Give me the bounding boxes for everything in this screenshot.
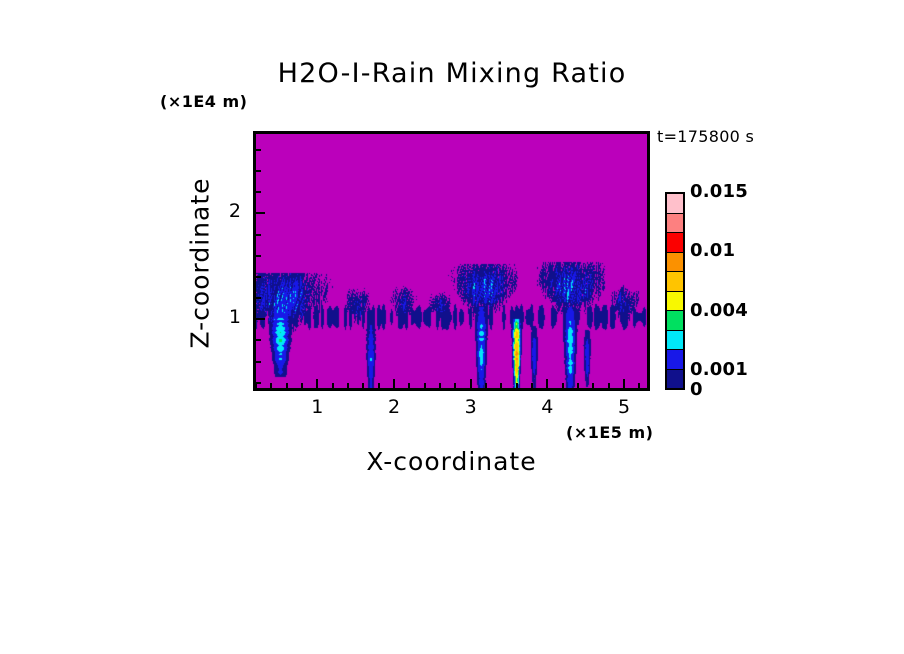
- colorbar-band: [667, 194, 683, 213]
- x-minor-tick: [347, 383, 349, 388]
- x-minor-tick: [638, 383, 641, 388]
- y-minor-tick: [256, 360, 261, 363]
- colorbar-band: [667, 368, 683, 388]
- z-axis-unit-label: (×1E4 m): [160, 92, 248, 111]
- x-minor-tick: [577, 383, 579, 388]
- x-tick-label: 2: [387, 396, 401, 418]
- x-minor-tick: [531, 383, 533, 388]
- y-axis-title-text: Z-coordinate: [185, 176, 215, 349]
- y-minor-tick: [256, 233, 261, 236]
- x-axis-title: X-coordinate: [366, 447, 537, 476]
- x-minor-tick: [515, 383, 518, 388]
- y-axis-title: Z-coordinate: [185, 150, 215, 375]
- colorbar-band: [667, 310, 683, 330]
- x-minor-tick: [362, 383, 365, 388]
- x-axis-unit-label: (×1E5 m): [566, 423, 654, 442]
- y-minor-tick: [256, 275, 261, 278]
- colorbar-label-group: 0.015 0.01 0.004 0.001 0: [690, 181, 780, 400]
- x-minor-tick: [270, 383, 273, 388]
- x-minor-tick: [331, 383, 334, 388]
- y-tick-label: 1: [228, 306, 241, 329]
- colorbar-tick-label: 0.015: [690, 181, 748, 202]
- colorbar-band: [667, 329, 683, 349]
- colorbar-tick-label: 0.01: [690, 240, 736, 262]
- x-minor-tick: [500, 383, 503, 388]
- x-tick-label: 1: [311, 396, 324, 418]
- x-tick-label: 4: [541, 396, 554, 418]
- y-minor-tick: [256, 148, 261, 151]
- colorbar-band: [667, 212, 683, 232]
- x-major-tick: [623, 379, 625, 388]
- x-major-tick: [316, 379, 319, 388]
- x-minor-tick: [439, 383, 441, 388]
- x-minor-tick: [285, 383, 288, 388]
- colorbar-band: [667, 251, 683, 271]
- x-minor-tick: [408, 383, 411, 388]
- x-minor-tick: [485, 383, 487, 388]
- y-tick-label: 2: [228, 200, 241, 223]
- x-minor-tick: [454, 383, 457, 388]
- y-major-tick: [256, 212, 265, 215]
- colorbar-band: [667, 290, 683, 310]
- x-minor-tick: [255, 383, 257, 388]
- y-minor-tick: [256, 191, 261, 194]
- x-major-tick: [393, 379, 395, 388]
- rain-mixing-ratio-heatmap: [256, 134, 647, 388]
- y-minor-tick: [256, 339, 261, 342]
- x-minor-tick: [561, 383, 564, 388]
- y-minor-tick: [256, 297, 261, 300]
- colorbar-band: [667, 271, 683, 291]
- x-tick-label: 3: [464, 396, 477, 418]
- x-tick-label: 5: [617, 396, 631, 418]
- y-major-tick: [256, 318, 265, 321]
- colorbar-tick-label: 0.001: [690, 359, 748, 381]
- colorbar-tick-label: 0: [690, 379, 703, 400]
- y-minor-tick: [256, 254, 261, 257]
- plot-title-text: H2O-I-Rain Mixing Ratio: [277, 58, 627, 89]
- x-major-tick: [469, 379, 472, 388]
- y-minor-tick: [256, 381, 261, 384]
- y-minor-tick: [256, 170, 261, 173]
- colorbar-band: [667, 349, 683, 369]
- page-title: H2O-I-Rain Mixing Ratio: [0, 58, 904, 89]
- x-minor-tick: [423, 383, 426, 388]
- plot-axes-frame: [253, 131, 650, 391]
- colorbar-tick-label: 0.004: [690, 299, 748, 321]
- colorbar-band: [667, 232, 683, 252]
- x-minor-tick: [301, 383, 303, 388]
- x-major-tick: [546, 379, 549, 388]
- colorbar: [665, 192, 685, 390]
- x-minor-tick: [592, 383, 595, 388]
- x-minor-tick: [607, 383, 610, 388]
- timestamp-annotation: t=175800 s: [657, 127, 755, 146]
- x-minor-tick: [377, 383, 380, 388]
